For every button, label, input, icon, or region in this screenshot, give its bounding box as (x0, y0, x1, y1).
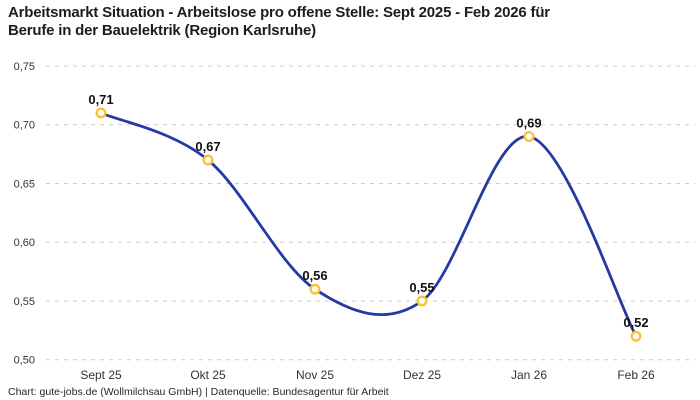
x-tick-label: Feb 26 (617, 368, 655, 382)
data-point-label: 0,52 (623, 315, 648, 330)
data-point-label: 0,55 (409, 280, 434, 295)
y-tick-label: 0,65 (14, 178, 35, 190)
data-point-marker (202, 154, 214, 166)
data-point-label: 0,56 (302, 268, 327, 283)
x-tick-label: Okt 25 (190, 368, 226, 382)
data-point-label: 0,69 (516, 115, 541, 130)
y-tick-label: 0,50 (14, 355, 35, 367)
x-tick-label: Sept 25 (80, 368, 122, 382)
data-point-marker (523, 130, 535, 142)
x-tick-label: Nov 25 (296, 368, 334, 382)
data-point-marker (416, 295, 428, 307)
chart-title: Arbeitsmarkt Situation - Arbeitslose pro… (8, 4, 692, 40)
y-tick-label: 0,70 (14, 120, 35, 132)
x-tick-label: Jan 26 (511, 368, 547, 382)
chart-title-line1: Arbeitsmarkt Situation - Arbeitslose pro… (8, 4, 550, 21)
data-point-marker (95, 107, 107, 119)
data-point-label: 0,71 (88, 92, 113, 107)
data-point-label: 0,67 (195, 139, 220, 154)
x-tick-label: Dez 25 (403, 368, 441, 382)
chart-footer: Chart: gute-jobs.de (Wollmilchsau GmbH) … (8, 386, 389, 398)
data-point-marker (630, 330, 642, 342)
y-tick-label: 0,75 (14, 61, 35, 73)
y-tick-label: 0,55 (14, 296, 35, 308)
data-line (99, 111, 638, 338)
chart-title-line2: Berufe in der Bauelektrik (Region Karlsr… (8, 22, 316, 39)
y-tick-label: 0,60 (14, 237, 35, 249)
data-point-marker (309, 283, 321, 295)
